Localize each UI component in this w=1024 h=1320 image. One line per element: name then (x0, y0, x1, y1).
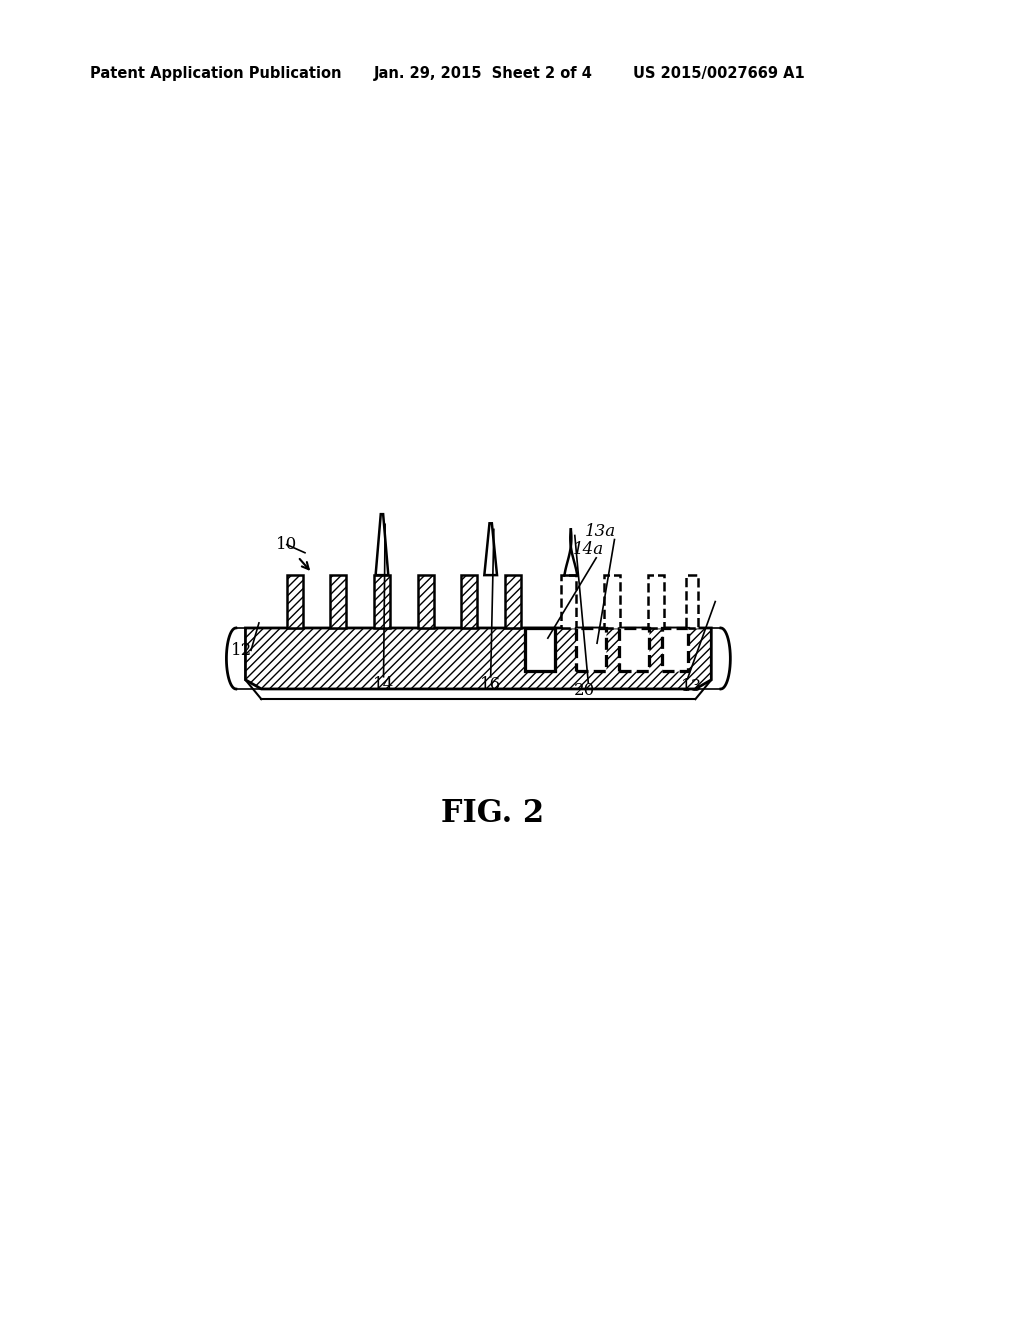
Text: Patent Application Publication: Patent Application Publication (90, 66, 342, 82)
Bar (575, 628, 606, 671)
Bar (686, 576, 697, 628)
Bar (648, 576, 664, 628)
Bar (505, 576, 521, 628)
Polygon shape (376, 513, 388, 576)
Bar (620, 628, 649, 671)
Polygon shape (246, 628, 712, 689)
Bar (331, 576, 346, 628)
Text: FIG. 2: FIG. 2 (441, 799, 545, 829)
Text: 14a: 14a (572, 541, 604, 558)
Bar (662, 628, 687, 671)
Bar (287, 576, 303, 628)
Text: Jan. 29, 2015  Sheet 2 of 4: Jan. 29, 2015 Sheet 2 of 4 (374, 66, 593, 82)
Text: 10: 10 (276, 536, 297, 553)
Text: 12: 12 (230, 642, 252, 659)
Text: 20: 20 (573, 682, 595, 700)
Bar (418, 576, 433, 628)
Text: 13: 13 (681, 678, 702, 696)
Polygon shape (484, 523, 497, 576)
Text: 16: 16 (480, 676, 501, 693)
Bar (461, 576, 477, 628)
Bar (560, 576, 577, 628)
Text: 13a: 13a (585, 523, 615, 540)
Bar (374, 576, 390, 628)
Bar (524, 628, 555, 671)
Text: 14: 14 (373, 676, 394, 693)
Text: US 2015/0027669 A1: US 2015/0027669 A1 (633, 66, 805, 82)
Bar (604, 576, 620, 628)
